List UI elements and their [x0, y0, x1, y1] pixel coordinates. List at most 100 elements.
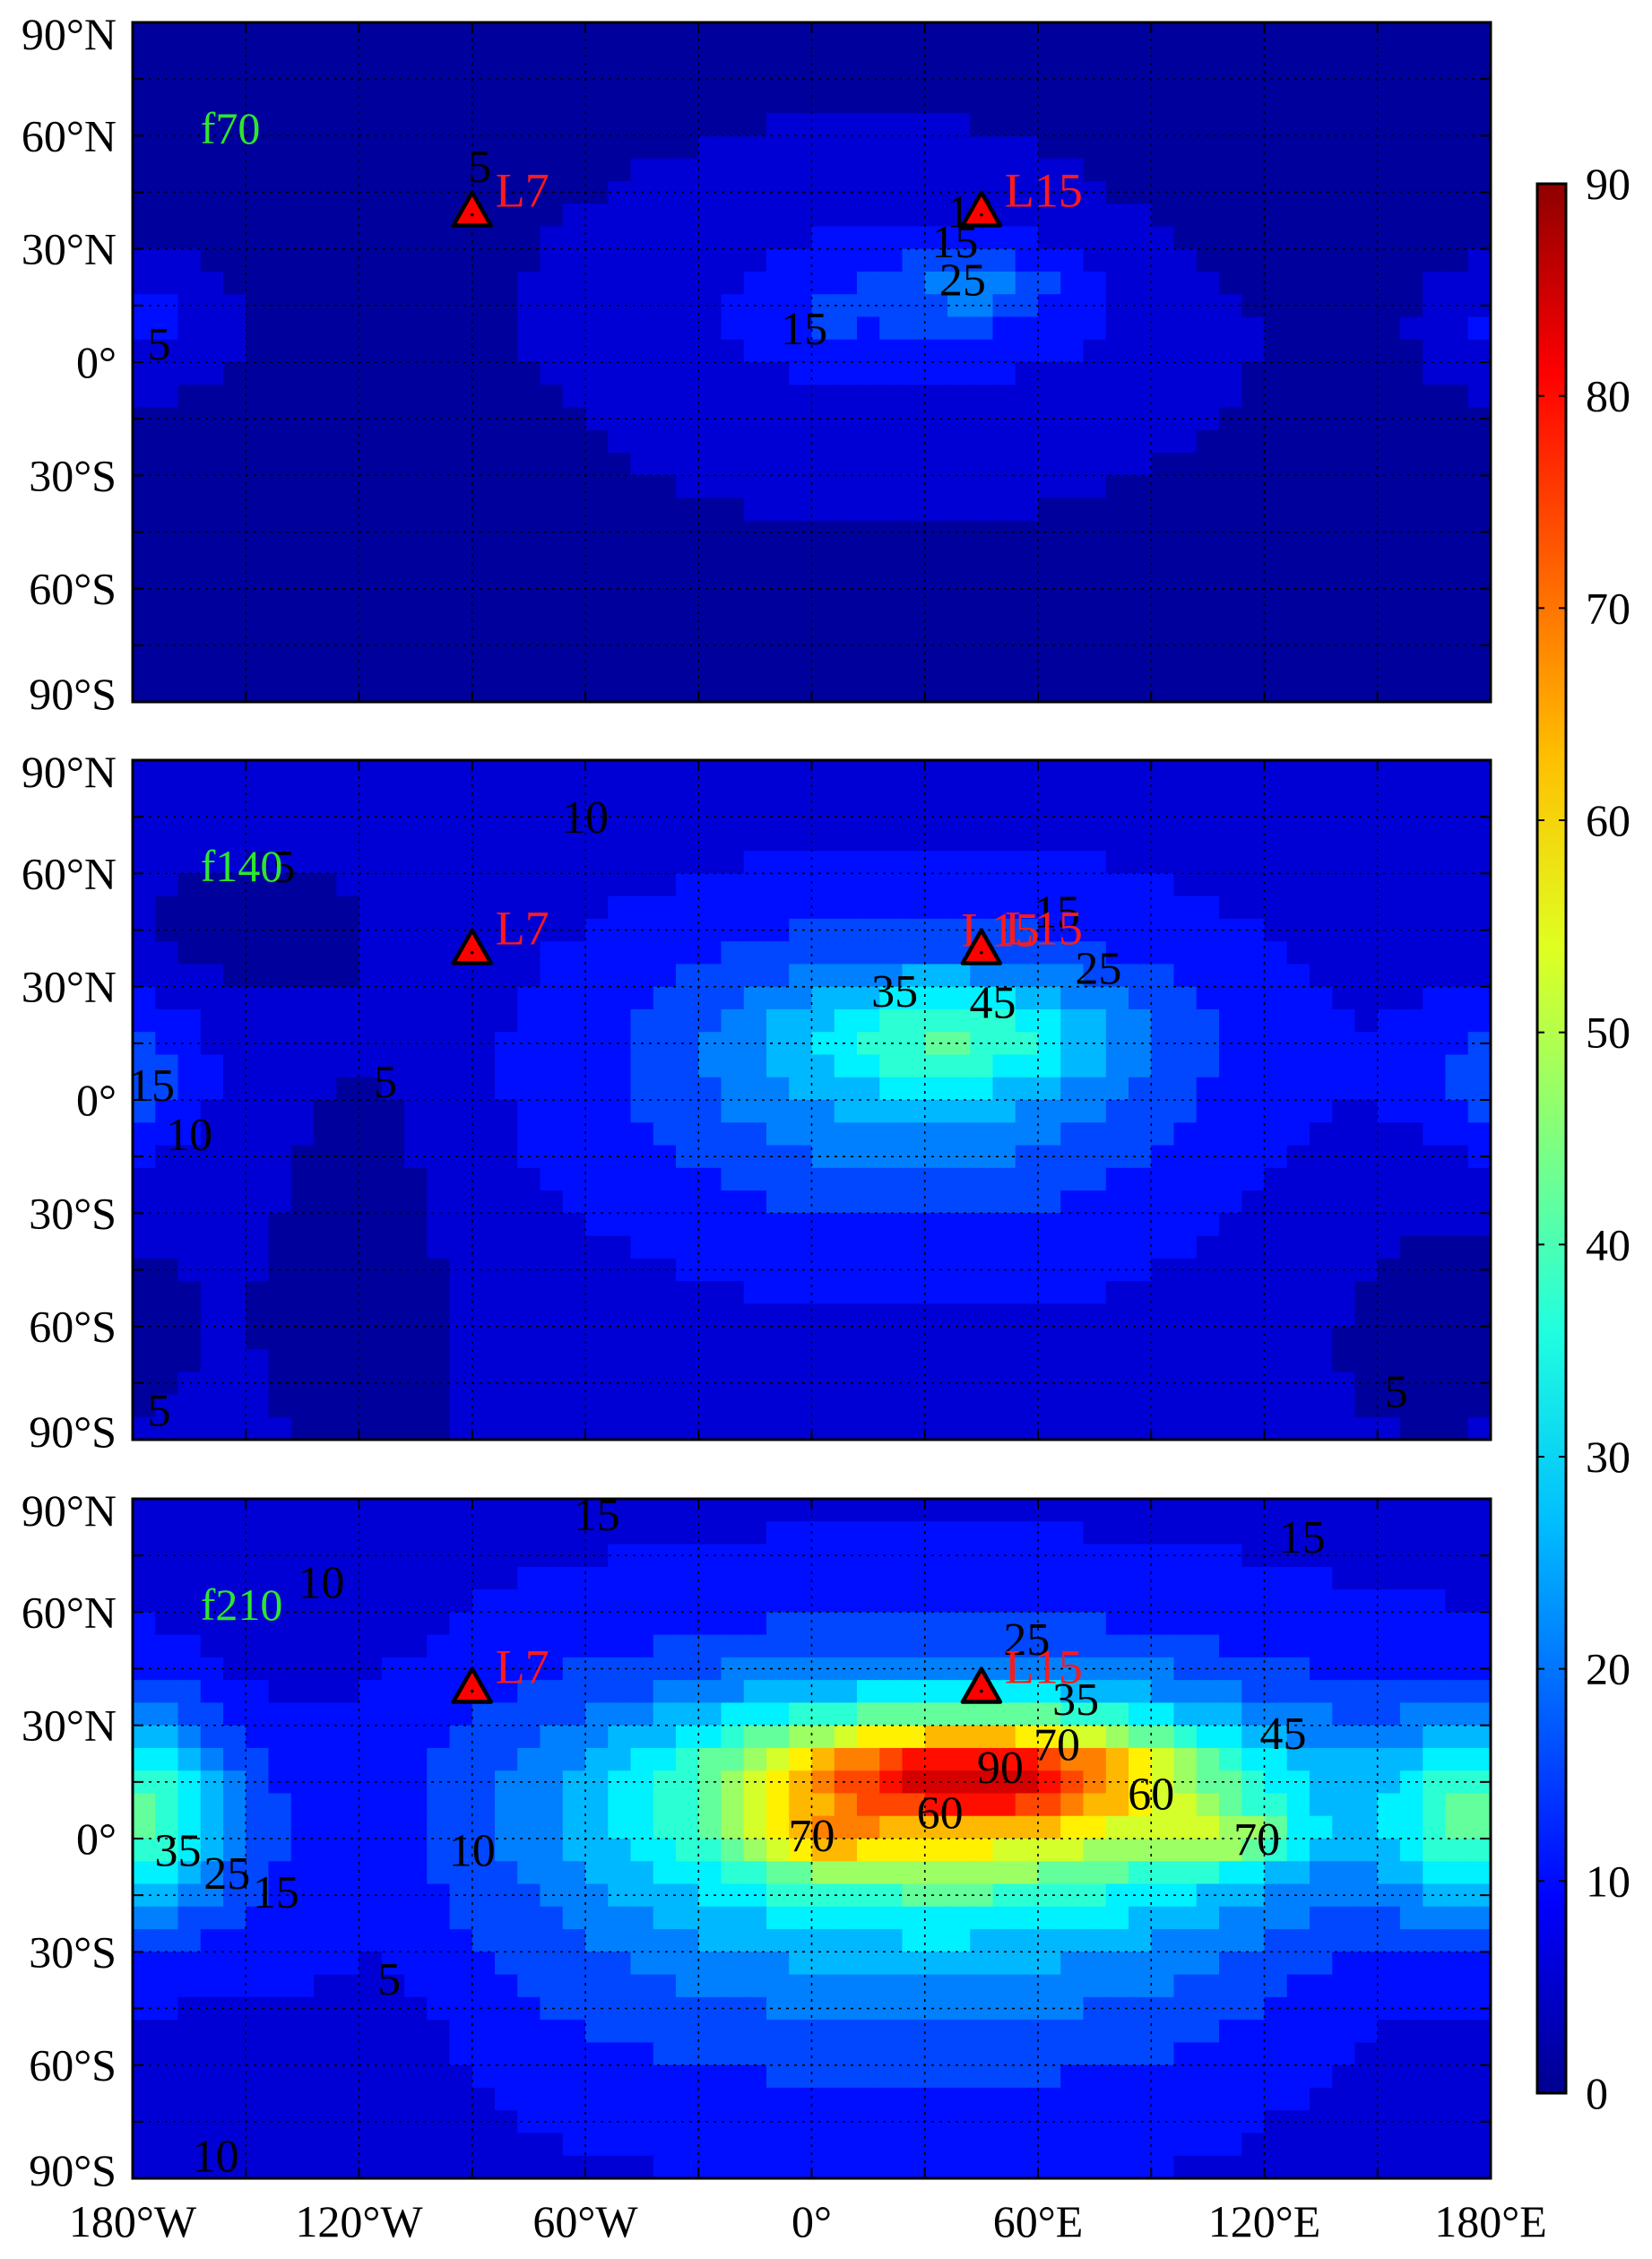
field-cell [562, 1657, 586, 1681]
field-cell [924, 362, 948, 386]
field-cell [1400, 180, 1424, 204]
field-cell [834, 986, 858, 1010]
field-cell [811, 498, 835, 522]
field-cell [857, 385, 881, 409]
field-cell [879, 453, 904, 477]
field-cell [924, 180, 948, 204]
field-cell [676, 896, 700, 920]
field-cell [1038, 226, 1062, 250]
field-cell [562, 805, 586, 829]
field-cell [449, 339, 473, 363]
field-cell [540, 1906, 564, 1930]
field-cell [811, 1281, 835, 1305]
field-cell [1354, 248, 1379, 273]
field-cell [1377, 271, 1401, 295]
y-tick-label: 0° [76, 337, 117, 387]
field-cell [427, 1499, 451, 1523]
field-cell [1332, 1725, 1356, 1749]
field-cell [1196, 1747, 1220, 1771]
field-cell [268, 1213, 292, 1237]
field-cell [1467, 1747, 1491, 1771]
field-cell [924, 90, 948, 114]
field-cell [177, 1122, 202, 1147]
field-cell [1332, 1235, 1356, 1259]
field-cell [177, 1566, 202, 1590]
field-cell [879, 316, 904, 341]
field-cell [789, 113, 813, 137]
field-cell [608, 1634, 632, 1658]
field-cell [1173, 610, 1198, 635]
field-cell [427, 1521, 451, 1545]
field-cell [1445, 1348, 1469, 1372]
field-cell [857, 941, 881, 965]
field-cell [857, 1303, 881, 1328]
field-cell [1354, 113, 1379, 137]
field-cell [766, 1416, 791, 1440]
field-cell [857, 873, 881, 897]
field-cell [1354, 1906, 1379, 1930]
field-cell [200, 1770, 224, 1795]
field-cell [1400, 362, 1424, 386]
field-cell [359, 1702, 383, 1727]
field-cell [336, 1589, 360, 1614]
field-cell [1060, 113, 1085, 137]
field-cell [471, 1883, 496, 1908]
field-cell [1015, 1725, 1039, 1749]
field-cell [471, 1100, 496, 1124]
field-cell [177, 453, 202, 477]
field-cell [449, 113, 473, 137]
field-cell [1467, 1793, 1491, 1817]
field-cell [1377, 1883, 1401, 1908]
field-cell [608, 158, 632, 182]
field-cell [721, 1657, 745, 1681]
field-cell [268, 248, 292, 273]
field-cell [540, 1612, 564, 1636]
field-cell [449, 1213, 473, 1237]
field-cell [1015, 1054, 1039, 1078]
field-cell [1038, 1770, 1062, 1795]
field-cell [834, 1032, 858, 1056]
field-cell [381, 90, 405, 114]
field-cell [290, 362, 315, 386]
field-cell [540, 180, 564, 204]
field-cell [155, 339, 179, 363]
field-cell [676, 1348, 700, 1372]
field-cell [766, 827, 791, 852]
field-cell [1083, 135, 1107, 160]
field-cell [1083, 45, 1107, 69]
field-cell [290, 1521, 315, 1545]
field-cell [857, 986, 881, 1010]
field-cell [698, 1612, 722, 1636]
field-cell [1332, 1167, 1356, 1191]
field-cell [495, 851, 519, 875]
field-cell [268, 851, 292, 875]
field-cell [223, 1258, 247, 1282]
field-cell [721, 986, 745, 1010]
field-cell [1310, 1793, 1334, 1817]
field-cell [1445, 1521, 1469, 1545]
field-cell [743, 429, 767, 454]
field-cell [1286, 827, 1310, 852]
field-cell [653, 1929, 677, 1953]
field-cell [834, 941, 858, 965]
field-cell [743, 385, 767, 409]
field-cell [562, 896, 586, 920]
field-cell [834, 248, 858, 273]
field-cell [1377, 226, 1401, 250]
field-cell [1129, 1054, 1153, 1078]
field-cell [608, 896, 632, 920]
field-cell [608, 90, 632, 114]
field-cell [789, 566, 813, 590]
field-cell [1241, 918, 1266, 942]
field-cell [721, 543, 745, 567]
field-cell [1151, 1680, 1175, 1704]
field-cell [924, 1839, 948, 1863]
field-cell [155, 1348, 179, 1372]
field-cell [1264, 1839, 1288, 1863]
field-cell [1423, 986, 1447, 1010]
field-cell [1354, 827, 1379, 852]
field-cell [427, 1702, 451, 1727]
field-cell [517, 941, 541, 965]
field-cell [992, 566, 1016, 590]
field-cell [1241, 1657, 1266, 1681]
